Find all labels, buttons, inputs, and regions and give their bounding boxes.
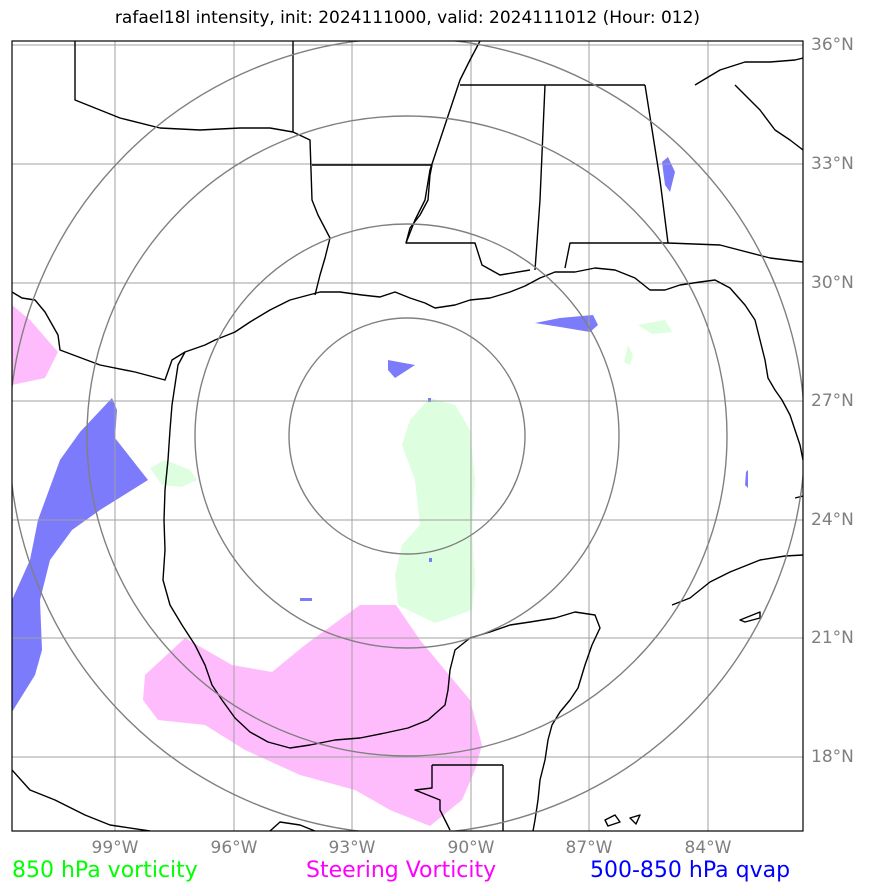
lon-label-96w: 96°W bbox=[210, 838, 258, 858]
coastlines-borders bbox=[12, 41, 803, 831]
lon-label-90w: 90°W bbox=[447, 838, 495, 858]
lat-label-24n: 24°N bbox=[811, 510, 854, 530]
lon-label-87w: 87°W bbox=[565, 838, 613, 858]
range-rings bbox=[12, 41, 803, 831]
lat-label-36n: 36°N bbox=[811, 35, 854, 55]
legend-850-vorticity: 850 hPa vorticity bbox=[12, 858, 198, 883]
lon-label-84w: 84°W bbox=[684, 838, 732, 858]
graticule bbox=[12, 41, 803, 831]
lat-label-33n: 33°N bbox=[811, 154, 854, 174]
steering-vorticity-fill bbox=[12, 305, 482, 826]
legend-qvap: 500-850 hPa qvap bbox=[590, 858, 791, 883]
lon-label-93w: 93°W bbox=[328, 838, 376, 858]
lat-label-21n: 21°N bbox=[811, 628, 854, 648]
lat-label-27n: 27°N bbox=[811, 391, 854, 411]
map-title: rafael18l intensity, init: 2024111000, v… bbox=[114, 8, 701, 28]
qvap-fill bbox=[12, 157, 748, 712]
lat-label-18n: 18°N bbox=[811, 747, 854, 767]
lon-label-99w: 99°W bbox=[91, 838, 139, 858]
map-frame bbox=[11, 40, 804, 832]
lat-label-30n: 30°N bbox=[811, 273, 854, 293]
legend-steering-vorticity: Steering Vorticity bbox=[306, 858, 497, 883]
vorticity-850-fill bbox=[150, 320, 672, 623]
